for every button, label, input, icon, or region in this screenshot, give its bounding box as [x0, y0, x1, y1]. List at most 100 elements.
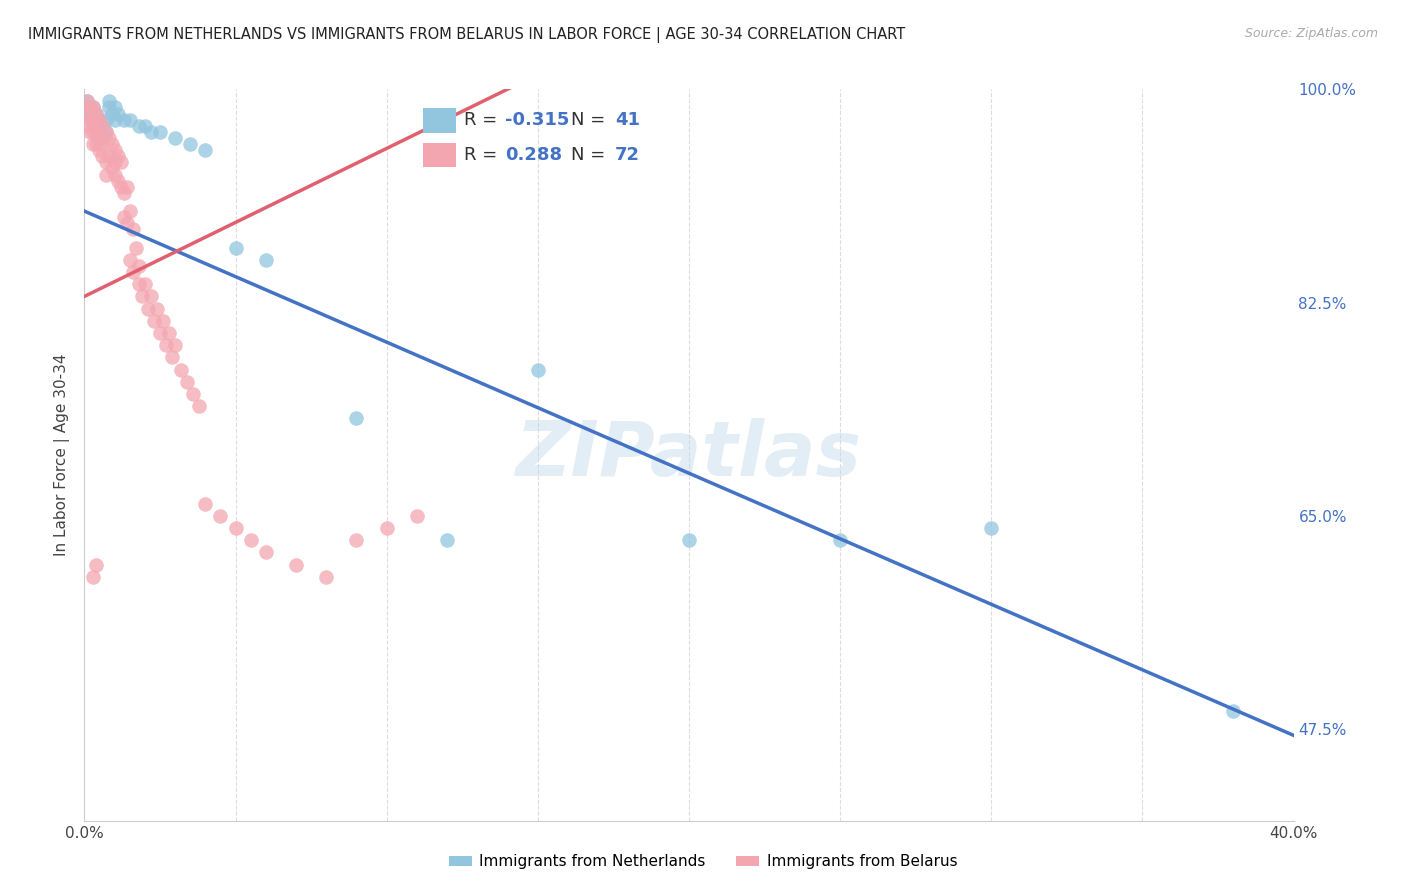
Point — [346, 411, 368, 425]
Point — [89, 131, 111, 145]
Point — [115, 179, 138, 194]
Point — [315, 570, 337, 584]
Point — [121, 265, 143, 279]
Point — [160, 351, 183, 365]
Point — [139, 125, 162, 139]
Text: 72: 72 — [614, 145, 640, 163]
Point — [136, 301, 159, 316]
Point — [527, 362, 550, 376]
Point — [152, 314, 174, 328]
Point — [86, 125, 108, 139]
Point — [146, 301, 169, 316]
Point — [179, 136, 201, 151]
Point — [157, 326, 180, 340]
Text: N =: N = — [571, 145, 612, 163]
Point — [82, 112, 104, 127]
Text: N =: N = — [571, 112, 612, 129]
Bar — [423, 143, 456, 167]
Point — [104, 143, 127, 157]
Point — [121, 222, 143, 236]
Point — [82, 570, 104, 584]
Point — [225, 241, 247, 255]
Text: IMMIGRANTS FROM NETHERLANDS VS IMMIGRANTS FROM BELARUS IN LABOR FORCE | AGE 30-3: IMMIGRANTS FROM NETHERLANDS VS IMMIGRANT… — [28, 27, 905, 43]
Point — [110, 179, 132, 194]
Point — [176, 375, 198, 389]
Point — [436, 533, 458, 548]
Point — [91, 131, 114, 145]
Point — [104, 101, 127, 115]
Point — [91, 136, 114, 151]
Point — [134, 277, 156, 292]
Point — [89, 112, 111, 127]
Text: Source: ZipAtlas.com: Source: ZipAtlas.com — [1244, 27, 1378, 40]
Point — [76, 119, 98, 133]
Point — [128, 119, 150, 133]
Point — [1222, 704, 1244, 718]
Point — [239, 533, 262, 548]
Point — [82, 125, 104, 139]
Point — [118, 252, 141, 267]
Point — [91, 119, 114, 133]
Point — [980, 521, 1002, 535]
Point — [89, 112, 111, 127]
Point — [830, 533, 852, 548]
Point — [79, 101, 101, 115]
Point — [149, 326, 172, 340]
Point — [139, 289, 162, 303]
Point — [209, 508, 232, 523]
Point — [104, 155, 127, 169]
Text: 41: 41 — [614, 112, 640, 129]
Point — [86, 119, 108, 133]
Point — [194, 497, 217, 511]
Point — [91, 149, 114, 163]
Point — [89, 143, 111, 157]
Point — [97, 101, 120, 115]
Point — [107, 106, 129, 120]
Point — [76, 95, 98, 109]
Point — [112, 112, 135, 127]
Point — [128, 259, 150, 273]
Point — [86, 558, 108, 572]
Point — [94, 155, 117, 169]
Point — [131, 289, 153, 303]
Point — [79, 101, 101, 115]
Point — [134, 119, 156, 133]
Point — [79, 112, 101, 127]
Point — [82, 101, 104, 115]
Text: R =: R = — [464, 112, 503, 129]
Y-axis label: In Labor Force | Age 30-34: In Labor Force | Age 30-34 — [55, 353, 70, 557]
Point — [97, 95, 120, 109]
Point — [155, 338, 177, 352]
Bar — [423, 108, 456, 133]
Text: -0.315: -0.315 — [505, 112, 569, 129]
Point — [112, 186, 135, 200]
Text: 0.288: 0.288 — [505, 145, 562, 163]
Point — [100, 136, 122, 151]
Point — [97, 131, 120, 145]
Point — [118, 204, 141, 219]
Point — [82, 112, 104, 127]
Point — [94, 125, 117, 139]
Point — [94, 125, 117, 139]
Point — [86, 106, 108, 120]
Point — [79, 125, 101, 139]
Point — [165, 131, 187, 145]
Text: R =: R = — [464, 145, 509, 163]
Legend: Immigrants from Netherlands, Immigrants from Belarus: Immigrants from Netherlands, Immigrants … — [443, 848, 963, 875]
Point — [170, 362, 193, 376]
Point — [678, 533, 700, 548]
Point — [128, 277, 150, 292]
Point — [82, 101, 104, 115]
Point — [107, 149, 129, 163]
Point — [188, 399, 211, 413]
Point — [118, 112, 141, 127]
Point — [225, 521, 247, 535]
Point — [76, 101, 98, 115]
Point — [91, 119, 114, 133]
Point — [79, 106, 101, 120]
Point — [76, 95, 98, 109]
Point — [110, 155, 132, 169]
Point — [82, 136, 104, 151]
Point — [375, 521, 398, 535]
Point — [181, 387, 204, 401]
